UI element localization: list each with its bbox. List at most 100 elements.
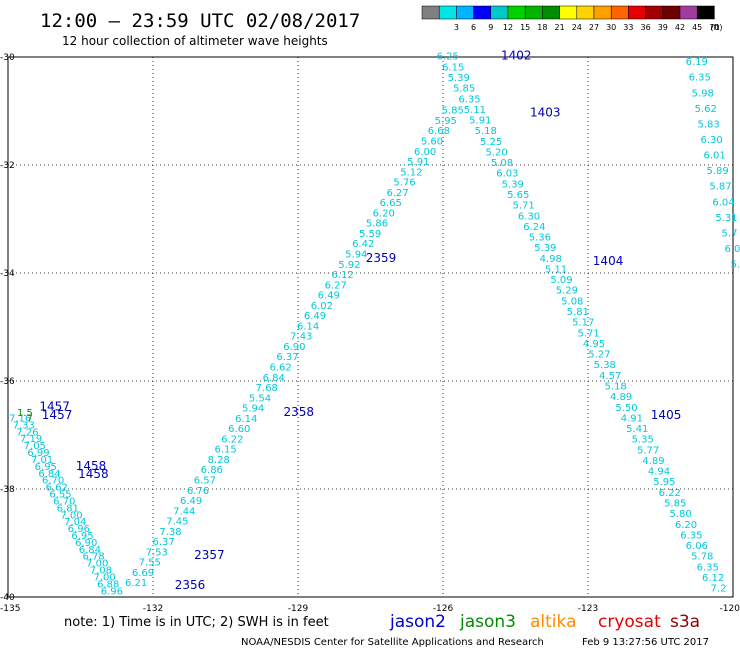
wave-height-value: 5.54 bbox=[249, 393, 271, 404]
wave-height-value: 6.35 bbox=[697, 562, 719, 573]
wave-height-value: 5.35 bbox=[632, 435, 654, 446]
legend-unit: (ft) bbox=[710, 23, 722, 32]
wave-height-value: 6.02 bbox=[311, 301, 333, 312]
wave-height-value: 5.85 bbox=[453, 84, 475, 95]
footer-note: note: 1) Time is in UTC; 2) SWH is in fe… bbox=[64, 615, 329, 630]
lon-tick-label: -126 bbox=[433, 604, 454, 614]
wave-height-value: 6.84 bbox=[38, 469, 60, 480]
color-legend: 3 6 9 12 15 18 21 24 27 30 33 36 39 42 45 70(ft) bbox=[421, 5, 722, 32]
wave-height-value: 7.00 bbox=[86, 559, 108, 570]
page-subtitle: 12 hour collection of altimeter wave hei… bbox=[62, 34, 328, 48]
wave-height-value: 4.89 bbox=[642, 456, 664, 467]
legend-swatch bbox=[593, 5, 612, 20]
wave-height-value: 5.65 bbox=[507, 190, 529, 201]
legend-label: 30 bbox=[606, 23, 616, 32]
wave-height-value: 7.2 bbox=[711, 584, 727, 595]
legend-swatch bbox=[438, 5, 457, 20]
wave-height-value: 5.18 bbox=[475, 126, 497, 137]
pass-time-label: 1457 bbox=[39, 400, 70, 414]
pass-time-label: 1457 bbox=[42, 408, 73, 422]
pass-time-label: 1404 bbox=[593, 254, 624, 268]
legend-label: 45 bbox=[692, 23, 702, 32]
wave-height-value: 6.0 bbox=[724, 244, 740, 255]
wave-height-value: 5.81 bbox=[567, 307, 589, 318]
wave-height-value: 5.71 bbox=[512, 201, 534, 212]
wave-height-value: 6.19 bbox=[686, 57, 708, 68]
pass-time-label: 1458 bbox=[78, 467, 109, 481]
wave-height-value: 6.55 bbox=[49, 490, 71, 501]
wave-height-value: 4.91 bbox=[621, 413, 643, 424]
track-ascending: 6.216.697.557.536.377.387.457.446.496.76… bbox=[125, 106, 464, 590]
lon-tick-label: -123 bbox=[578, 604, 598, 614]
lon-tick-label: -120 bbox=[720, 604, 740, 614]
wave-height-value: 5.39 bbox=[448, 73, 470, 84]
wave-height-value: 6.37 bbox=[276, 352, 298, 363]
track-descending-mid: 6.256.155.395.856.355.115.915.185.255.20… bbox=[437, 52, 727, 595]
wave-height-value: 6.78 bbox=[82, 552, 104, 563]
track-west-descending: 7.167.337.267.197.056.997.016.956.846.70… bbox=[9, 414, 123, 598]
wave-height-value: 5.60 bbox=[421, 137, 443, 148]
legend-swatch bbox=[490, 5, 509, 20]
wave-height-value: 6.22 bbox=[659, 488, 681, 499]
pass-time-label: 1458 bbox=[76, 459, 107, 473]
wave-height-value: 6.14 bbox=[235, 414, 257, 425]
legend-label: 27 bbox=[589, 23, 599, 32]
wave-height-value: 7.19 bbox=[20, 434, 42, 445]
track-jason3-short: 1.57 bbox=[17, 408, 33, 424]
wave-height-value: 7.05 bbox=[24, 441, 46, 452]
wave-height-value: 4.95 bbox=[583, 339, 605, 350]
legend-label: 39 bbox=[658, 23, 668, 32]
lat-lon-grid bbox=[8, 57, 733, 597]
wave-height-value: 6.20 bbox=[373, 208, 395, 219]
wave-height-value: 5.78 bbox=[691, 552, 713, 563]
wave-height-value: 7.45 bbox=[166, 517, 188, 528]
wave-height-value: 7.43 bbox=[290, 332, 312, 343]
lat-tick-label: -30 bbox=[0, 53, 15, 63]
lon-tick-label: -132 bbox=[143, 604, 163, 614]
wave-height-value: 7.00 bbox=[60, 510, 82, 521]
wave-height-value: 5.89 bbox=[706, 166, 728, 177]
track-east-descending: 6.19 6.35 5.98 5.62 5.83 6.30 6.01 5.89 5.87 6.04… bbox=[686, 57, 740, 271]
satellite-tracks: 7.167.337.267.197.056.997.016.956.846.70… bbox=[9, 52, 740, 598]
wave-height-value: 5.50 bbox=[615, 403, 637, 414]
pass-time-label: 1403 bbox=[530, 105, 561, 119]
wave-height-value: 5.08 bbox=[561, 296, 583, 307]
timestamp-text: Feb 9 13:27:56 UTC 2017 bbox=[582, 637, 709, 648]
wave-height-value: 7.38 bbox=[159, 527, 181, 538]
wave-height-value: 5.59 bbox=[359, 229, 381, 240]
pass-time-label: 1405 bbox=[651, 408, 682, 422]
wave-height-value: 5.17 bbox=[572, 318, 594, 329]
legend-swatch bbox=[610, 5, 629, 20]
wave-height-value: 5.12 bbox=[400, 167, 422, 178]
wave-height-value: 6.96 bbox=[68, 524, 90, 535]
wave-height-value: 7.53 bbox=[146, 547, 168, 558]
wave-height-value: 5.80 bbox=[669, 509, 691, 520]
wave-height-value: 7.68 bbox=[256, 383, 278, 394]
wave-height-value: 5.95 bbox=[653, 477, 675, 488]
wave-height-value: 5.36 bbox=[529, 233, 551, 244]
wave-height-value: 6.21 bbox=[125, 578, 147, 589]
wave-height-value: 6.27 bbox=[325, 280, 347, 291]
wave-height-value: 6.86 bbox=[201, 465, 223, 476]
wave-height-value: 4.98 bbox=[540, 254, 562, 265]
wave-height-value: 6.68 bbox=[428, 126, 450, 137]
wave-height-value: 5.39 bbox=[534, 243, 556, 254]
legend-label: 70 bbox=[709, 23, 719, 32]
wave-height-value: 5.09 bbox=[550, 275, 572, 286]
legend-label: 15 bbox=[520, 23, 530, 32]
legend-label: 36 bbox=[641, 23, 651, 32]
wave-height-value: 5.31 bbox=[715, 213, 737, 224]
legend-label: 6 bbox=[471, 23, 476, 32]
wave-height-value: 5.98 bbox=[692, 88, 714, 99]
wave-height-value: 6.90 bbox=[283, 342, 305, 353]
satellite-key-jason3: jason3 bbox=[459, 612, 516, 632]
wave-height-value: 6.30 bbox=[700, 135, 722, 146]
wave-height-value: 7.04 bbox=[64, 517, 86, 528]
wave-height-value: 6.12 bbox=[702, 573, 724, 584]
wave-height-value: 8.28 bbox=[208, 455, 230, 466]
wave-height-value: 4.94 bbox=[648, 467, 670, 478]
wave-height-value: 6.35 bbox=[458, 94, 480, 105]
wave-height-value: 5.38 bbox=[594, 360, 616, 371]
